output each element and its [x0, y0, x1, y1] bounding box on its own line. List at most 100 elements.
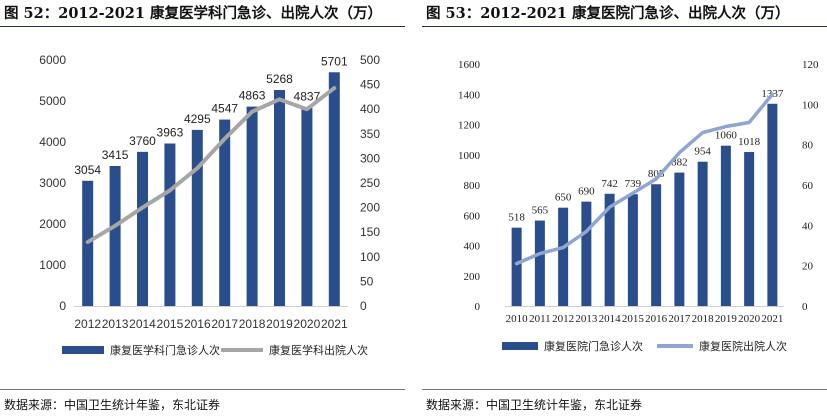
bar-data-label: 3415: [102, 148, 129, 162]
bar: [191, 129, 203, 306]
legend-swatch-bar: [62, 346, 104, 354]
x-tick-label: 2021: [321, 317, 348, 331]
bar-data-label: 742: [601, 178, 618, 190]
x-tick-label: 2010: [506, 313, 529, 325]
y-left-tick-label: 6000: [39, 53, 66, 67]
bar: [767, 103, 778, 306]
chart-canvas: 0 200 400 600 800 1000 1200 1400 1600 0 20 40 60 80 10…: [458, 59, 819, 353]
y-right-tick-label: 60: [802, 180, 814, 192]
y-left-tick-label: 0: [59, 299, 66, 313]
y-right-tick-label: 100: [360, 250, 380, 264]
bar-data-label: 954: [694, 146, 711, 158]
y-right-tick-label: 20: [802, 261, 814, 273]
y-left-tick-label: 200: [464, 271, 481, 283]
y-right-tick-label: 250: [360, 176, 380, 190]
y-right-tick-label: 500: [360, 53, 380, 67]
y-right-tick-label: 50: [360, 274, 374, 288]
legend-label-bar: 康复医学科门急诊人次: [110, 343, 220, 357]
source-rule: [0, 389, 405, 390]
bar-data-label: 739: [625, 178, 642, 190]
y-left-tick-label: 400: [464, 241, 481, 253]
bar: [246, 106, 258, 306]
y-right-tick-label: 80: [802, 140, 814, 152]
x-tick-label: 2011: [529, 313, 551, 325]
figure-title: 图 52：2012-2021 康复医学科门急诊、出院人次（万）: [4, 5, 383, 22]
y-left-tick-label: 4000: [39, 135, 66, 149]
bar-data-label: 690: [578, 186, 595, 198]
line-series: [85, 86, 337, 245]
bar-data-label: 518: [508, 212, 525, 224]
legend-label-line: 康复医院出院人次: [699, 339, 787, 353]
bar-data-label: 3760: [129, 134, 156, 148]
y-right-tick-label: 120: [802, 59, 819, 71]
bar: [511, 227, 522, 306]
y-right-tick-label: 300: [360, 151, 380, 165]
bar: [109, 165, 121, 306]
x-tick-label: 2015: [622, 313, 645, 325]
bar-data-label: 1060: [715, 130, 738, 142]
line-series: [514, 92, 775, 266]
bar-data-label: 3963: [157, 126, 184, 140]
y-right-tick-label: 100: [802, 99, 819, 111]
y-left-tick-label: 600: [464, 210, 481, 222]
y-left-tick-label: 5000: [39, 94, 66, 108]
chart-canvas: 0 1000 2000 3000 4000 5000 6000 0 50 100 150 200 250…: [39, 53, 380, 357]
bar: [274, 90, 285, 307]
bar: [219, 119, 231, 306]
x-tick-label: 2012: [74, 317, 101, 331]
bar-data-label: 5268: [266, 72, 293, 86]
x-tick-label: 2019: [715, 313, 738, 325]
y-left-tick-label: 1600: [458, 59, 481, 71]
bar-data-label: 4295: [184, 112, 211, 126]
bar-data-label: 4863: [239, 89, 266, 103]
bar-data-label: 4837: [294, 90, 321, 104]
x-tick-label: 2019: [266, 317, 293, 331]
y-right-tick-label: 350: [360, 127, 380, 141]
y-right-tick-label: 400: [360, 102, 380, 116]
x-tick-label: 2021: [761, 313, 783, 325]
y-left-tick-label: 1200: [458, 120, 481, 132]
source-note: 数据来源：中国卫生统计年鉴，东北证券: [426, 398, 643, 412]
bar-data-label: 3054: [74, 163, 101, 177]
bar: [558, 207, 569, 306]
bar: [328, 72, 340, 306]
x-tick-label: 2020: [738, 313, 761, 325]
y-left-tick-label: 1000: [458, 150, 481, 162]
bar-data-label: 4547: [211, 102, 238, 116]
bar: [534, 220, 545, 306]
bar-data-label: 565: [532, 205, 549, 217]
y-right-tick-label: 0: [802, 301, 808, 313]
y-right-tick-label: 40: [802, 220, 814, 232]
y-right-tick-label: 150: [360, 225, 380, 239]
y-left-tick-label: 2000: [39, 217, 66, 231]
chart-panel-52: 图 52：2012-2021 康复医学科门急诊、出院人次（万） 0 100 0 200…: [0, 0, 405, 417]
bar: [164, 143, 176, 306]
x-tick-label: 2018: [239, 317, 266, 331]
y-left-tick-label: 3000: [39, 176, 66, 190]
bar: [137, 151, 148, 306]
x-tick-label: 2013: [102, 317, 129, 331]
bar-data-label: 650: [555, 192, 572, 204]
figure-title: 图 53：2012-2021 康复医院门急诊、出院人次（万）: [426, 5, 790, 22]
bar: [581, 201, 592, 306]
legend-swatch-bar: [502, 342, 538, 350]
bar: [604, 193, 615, 306]
x-tick-label: 2016: [645, 313, 668, 325]
x-tick-label: 2016: [184, 317, 211, 331]
bar: [627, 194, 638, 306]
x-tick-label: 2015: [157, 317, 184, 331]
y-left-tick-label: 800: [464, 180, 481, 192]
bar-data-label: 5701: [321, 54, 348, 68]
y-right-tick-label: 450: [360, 78, 380, 92]
bar: [720, 145, 731, 306]
x-tick-label: 2017: [211, 317, 238, 331]
title-rule: [422, 26, 827, 27]
x-tick-label: 2013: [575, 313, 598, 325]
source-rule: [422, 389, 827, 390]
bar: [674, 172, 685, 306]
y-right-tick-label: 0: [360, 299, 367, 313]
x-tick-label: 2014: [599, 313, 622, 325]
x-tick-label: 2017: [668, 313, 691, 325]
source-note: 数据来源：中国卫生统计年鉴，东北证券: [4, 398, 221, 412]
x-tick-label: 2020: [294, 317, 321, 331]
